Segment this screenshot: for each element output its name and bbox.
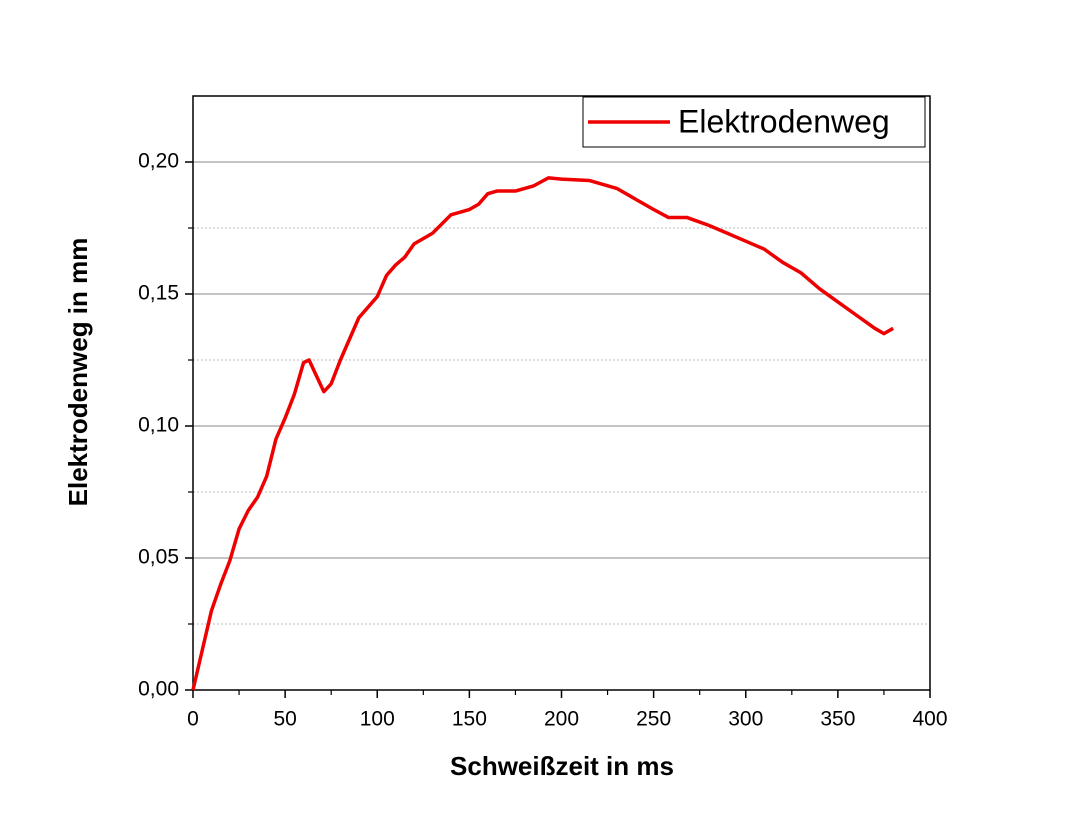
x-tick-label: 50 — [273, 708, 296, 731]
y-tick-label: 0,15 — [138, 282, 179, 305]
x-tick-label: 250 — [636, 708, 671, 731]
x-tick-label: 300 — [728, 708, 763, 731]
x-tick-label: 400 — [912, 708, 947, 731]
y-tick-label: 0,20 — [138, 150, 179, 173]
y-tick-label: 0,05 — [138, 546, 179, 569]
x-tick-label: 100 — [360, 708, 395, 731]
y-tick-label: 0,10 — [138, 414, 179, 437]
y-tick-label: 0,00 — [138, 678, 179, 701]
x-axis-label: Schweißzeit in ms — [450, 751, 674, 781]
y-axis-label: Elektrodenweg in mm — [63, 238, 93, 507]
legend-label: Elektrodenweg — [678, 103, 890, 139]
x-tick-label: 150 — [452, 708, 487, 731]
x-tick-label: 0 — [187, 708, 199, 731]
x-tick-label: 200 — [544, 708, 579, 731]
x-tick-label: 350 — [820, 708, 855, 731]
plot-frame — [192, 95, 931, 691]
data-line — [191, 176, 895, 691]
